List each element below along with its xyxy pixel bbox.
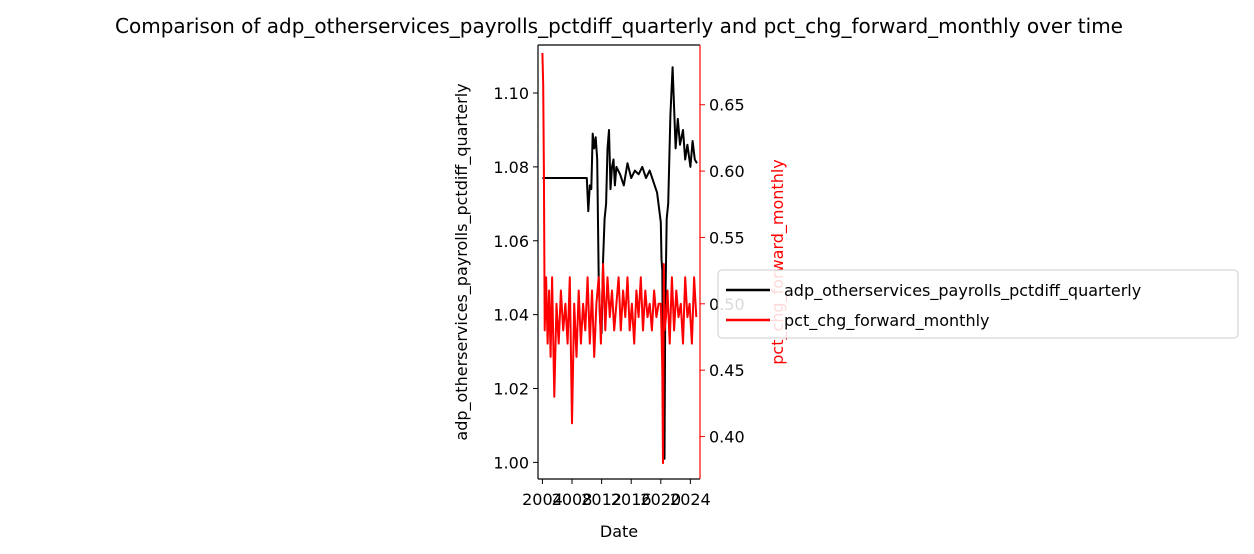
x-tick-label: 2004: [522, 490, 563, 509]
legend-frame: [717, 269, 1239, 339]
legend: adp_otherservices_payrolls_pctdiff_quart…: [717, 269, 1239, 339]
legend-label-pct-chg-forward-monthly: pct_chg_forward_monthly: [784, 311, 990, 331]
plot-area: [538, 45, 700, 479]
y-right-tick-label: 0.45: [709, 361, 745, 380]
series-layer: [541, 52, 698, 465]
x-axis-label: Date: [600, 522, 638, 541]
chart-title: Comparison of adp_otherservices_payrolls…: [115, 14, 1123, 38]
y-right-tick-label: 0.55: [709, 228, 745, 247]
y-axis-label-left: adp_otherservices_payrolls_pctdiff_quart…: [452, 83, 472, 440]
y-left-tick-label: 1.10: [493, 84, 529, 103]
legend-label-adp-otherservices-payrolls: adp_otherservices_payrolls_pctdiff_quart…: [784, 281, 1141, 301]
x-tick-label: 2012: [581, 490, 622, 509]
x-tick-label: 2024: [670, 490, 711, 509]
y-right-tick-label: 0.40: [709, 428, 745, 447]
y-left-tick-label: 1.00: [493, 453, 529, 472]
x-tick-label: 2020: [640, 490, 681, 509]
y-left-tick-label: 1.02: [493, 380, 529, 399]
y-right-tick-label: 0.65: [709, 96, 745, 115]
plot-background: [538, 45, 700, 479]
y-right-tick-label: 0.60: [709, 162, 745, 181]
series-line-adp-otherservices-payrolls: [542, 66, 698, 460]
x-tick-label: 2016: [611, 490, 652, 509]
y-left-tick-label: 1.04: [493, 306, 529, 325]
x-tick-label: 2008: [552, 490, 593, 509]
y-left-tick-label: 1.08: [493, 158, 529, 177]
series-line-pct-chg-forward-monthly: [541, 52, 698, 465]
y-left-tick-label: 1.06: [493, 232, 529, 251]
